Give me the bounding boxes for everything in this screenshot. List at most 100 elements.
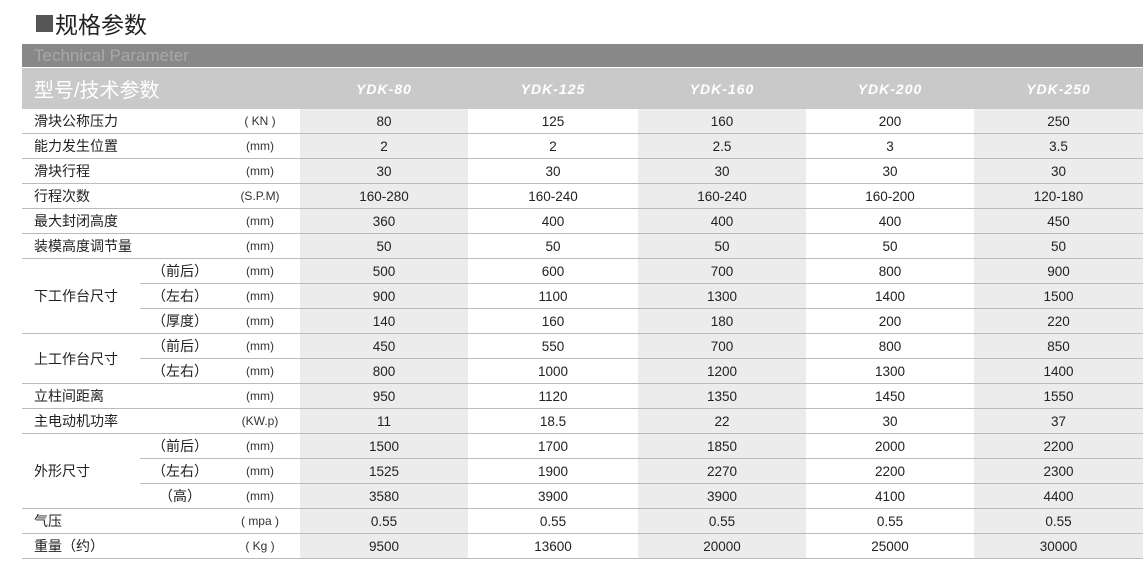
value-cell: 1350 (638, 383, 806, 409)
value-cell: 30 (468, 158, 638, 184)
unit-label: (mm) (220, 383, 300, 409)
table-row: 行程次数 (S.P.M) 160-280 160-240 160-240 160-200 1… (22, 183, 1143, 209)
value-cell: 13600 (468, 533, 638, 559)
param-sub-label: （左右） (140, 458, 220, 484)
value-cell: 2 (468, 133, 638, 159)
table-row: 滑块行程 (mm) 30 30 30 30 30 (22, 158, 1143, 184)
unit-label: (S.P.M) (220, 183, 300, 209)
param-label: 滑块公称压力 (22, 109, 220, 134)
value-cell: 50 (468, 233, 638, 259)
value-cell: 1850 (638, 433, 806, 459)
value-cell: 0.55 (974, 508, 1143, 534)
unit-label: (mm) (220, 158, 300, 184)
unit-label: ( Kg ) (220, 533, 300, 559)
table-row: 主电动机功率 (KW.p) 11 18.5 22 30 37 (22, 408, 1143, 434)
value-cell: 200 (806, 109, 974, 134)
value-cell: 11 (300, 408, 468, 434)
value-cell: 160-240 (638, 183, 806, 209)
param-label: 装模高度调节量 (22, 233, 220, 259)
value-cell: 125 (468, 109, 638, 134)
unit-label: (mm) (220, 283, 300, 309)
value-cell: 30 (638, 158, 806, 184)
header-label: 型号/技术参数 (22, 68, 300, 109)
value-cell: 50 (300, 233, 468, 259)
unit-label: (mm) (220, 208, 300, 234)
unit-label: ( mpa ) (220, 508, 300, 534)
value-cell: 250 (974, 109, 1143, 134)
unit-label: (mm) (220, 308, 300, 334)
value-cell: 3900 (638, 483, 806, 509)
value-cell: 0.55 (638, 508, 806, 534)
unit-label: ( KN ) (220, 109, 300, 134)
param-sub-label: （前后） (140, 258, 220, 284)
value-cell: 200 (806, 308, 974, 334)
table-row: 外形尺寸 （前后） (mm) 1500 1700 1850 2000 2200 (22, 433, 1143, 509)
value-cell: 1450 (806, 383, 974, 409)
unit-label: (mm) (220, 458, 300, 484)
table-row: 上工作台尺寸 （前后） (mm) 450 550 700 800 850 (22, 333, 1143, 384)
value-cell: 2.5 (638, 133, 806, 159)
param-sub-label: （前后） (140, 433, 220, 459)
value-cell: 30 (300, 158, 468, 184)
table-row: 立柱间距离 (mm) 950 1120 1350 1450 1550 (22, 383, 1143, 409)
value-cell: 30000 (974, 533, 1143, 559)
value-cell: 400 (806, 208, 974, 234)
value-cell: 500 (300, 258, 468, 284)
value-cell: 400 (638, 208, 806, 234)
value-cell: 20000 (638, 533, 806, 559)
value-cell: 550 (468, 333, 638, 359)
param-label: 能力发生位置 (22, 133, 220, 159)
value-cell: 1300 (638, 283, 806, 309)
value-cell: 3900 (468, 483, 638, 509)
param-label: 行程次数 (22, 183, 220, 209)
value-cell: 160-280 (300, 183, 468, 209)
table-row: （左右） (mm) 1525 1900 2270 2200 2300 (22, 458, 1143, 484)
value-cell: 1525 (300, 458, 468, 484)
value-cell: 800 (806, 333, 974, 359)
param-label: 滑块行程 (22, 158, 220, 184)
param-label: 主电动机功率 (22, 408, 220, 434)
value-cell: 1900 (468, 458, 638, 484)
value-cell: 37 (974, 408, 1143, 434)
unit-label: (mm) (220, 133, 300, 159)
param-sub-label: （高） (140, 483, 220, 509)
param-sub-label: （厚度） (140, 308, 220, 334)
value-cell: 1300 (806, 358, 974, 384)
value-cell: 22 (638, 408, 806, 434)
value-cell: 1200 (638, 358, 806, 384)
param-sub-label: （左右） (140, 358, 220, 384)
table-row: （高） (mm) 3580 3900 3900 4100 4400 (22, 483, 1143, 509)
param-label: 立柱间距离 (22, 383, 220, 409)
unit-label: (mm) (220, 358, 300, 384)
unit-label: (mm) (220, 433, 300, 459)
table-row: 气压( mpa ) 0.55 0.55 0.55 0.55 0.55 (22, 508, 1143, 534)
value-cell: 18.5 (468, 408, 638, 434)
param-group-label: 外形尺寸 (22, 433, 140, 509)
value-cell: 25000 (806, 533, 974, 559)
value-cell: 0.55 (468, 508, 638, 534)
value-cell: 2 (300, 133, 468, 159)
param-group-label: 下工作台尺寸 (22, 258, 140, 334)
value-cell: 2270 (638, 458, 806, 484)
value-cell: 160-240 (468, 183, 638, 209)
value-cell: 900 (974, 258, 1143, 284)
value-cell: 120-180 (974, 183, 1143, 209)
param-sub-label: （前后） (140, 333, 220, 359)
value-cell: 2200 (974, 433, 1143, 459)
table-row: 能力发生位置 (mm) 2 2 2.5 3 3.5 (22, 133, 1143, 159)
page-title: 规格参数 (36, 6, 147, 40)
value-cell: 1400 (974, 358, 1143, 384)
value-cell: 800 (806, 258, 974, 284)
value-cell: 1500 (300, 433, 468, 459)
value-cell: 1700 (468, 433, 638, 459)
value-cell: 220 (974, 308, 1143, 334)
value-cell: 9500 (300, 533, 468, 559)
model-header: YDK-250 (974, 68, 1143, 109)
unit-label: (mm) (220, 333, 300, 359)
value-cell: 450 (974, 208, 1143, 234)
square-bullet-icon (36, 14, 53, 32)
value-cell: 2200 (806, 458, 974, 484)
header-row: 型号/技术参数 YDK-80 YDK-125 YDK-160 YDK-200 YDK-2… (22, 68, 1143, 109)
value-cell: 4100 (806, 483, 974, 509)
table-row: 装模高度调节量 (mm) 50 50 50 50 50 (22, 233, 1143, 259)
